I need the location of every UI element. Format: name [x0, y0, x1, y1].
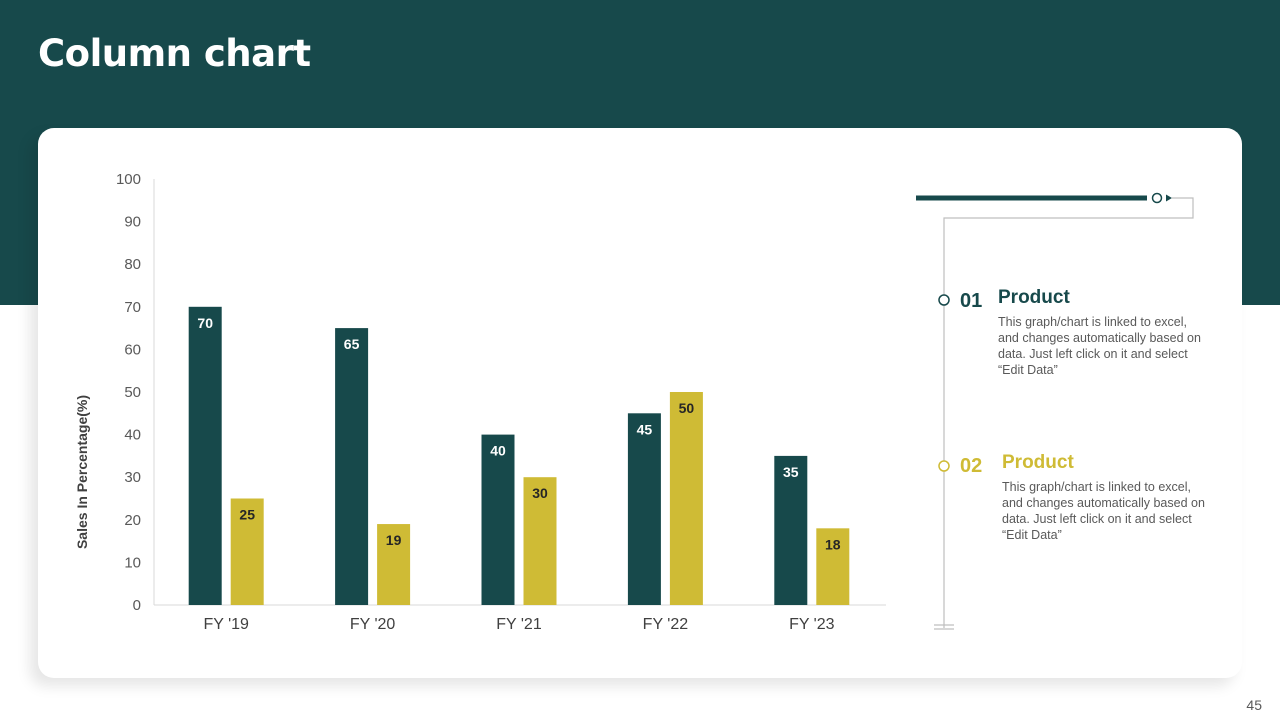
x-tick-label: FY '22 — [643, 616, 689, 633]
y-tick-label: 60 — [124, 341, 141, 358]
bar — [230, 498, 264, 605]
data-label: 70 — [197, 315, 213, 331]
data-label: 35 — [783, 464, 799, 480]
bar — [774, 455, 808, 605]
bar — [816, 528, 850, 605]
bar — [669, 392, 703, 605]
legend-number: 02 — [960, 455, 983, 477]
timeline-arrow-icon — [1166, 194, 1172, 202]
legend-number: 01 — [960, 290, 983, 312]
x-tick-label: FY '21 — [496, 616, 542, 633]
x-tick-label: FY '19 — [203, 616, 249, 633]
bar — [335, 328, 369, 605]
y-tick-label: 20 — [124, 512, 141, 529]
bar — [481, 434, 515, 605]
data-label: 18 — [825, 536, 841, 552]
x-tick-label: FY '23 — [789, 616, 835, 633]
legend-marker-1 — [938, 294, 950, 306]
y-tick-label: 0 — [133, 597, 141, 614]
legend-marker-2 — [938, 460, 950, 472]
y-tick-label: 100 — [116, 171, 141, 188]
data-label: 30 — [532, 485, 548, 501]
y-tick-label: 40 — [124, 427, 141, 444]
legend-heading: Product — [998, 287, 1070, 308]
data-label: 65 — [344, 336, 360, 352]
data-label: 19 — [386, 532, 402, 548]
legend-heading: Product — [1002, 452, 1074, 473]
timeline-connector — [943, 197, 1194, 628]
legend-description: This graph/chart is linked to excel, and… — [1002, 480, 1205, 542]
slide-title: Column chart — [38, 32, 311, 75]
bar — [377, 524, 411, 605]
data-label: 50 — [679, 400, 695, 416]
y-tick-label: 70 — [124, 299, 141, 316]
x-tick-label: FY '20 — [350, 616, 396, 633]
y-axis-label: Sales In Percentage(%) — [74, 395, 90, 549]
y-tick-label: 30 — [124, 469, 141, 486]
bar — [523, 477, 557, 605]
data-label: 45 — [637, 421, 653, 437]
page-number: 45 — [1246, 697, 1262, 713]
y-tick-label: 90 — [124, 214, 141, 231]
timeline-top-node — [1151, 192, 1163, 204]
bar — [627, 413, 661, 605]
data-label: 40 — [490, 443, 506, 459]
data-label: 25 — [239, 507, 255, 523]
y-tick-label: 10 — [124, 554, 141, 571]
legend-description: This graph/chart is linked to excel, and… — [998, 315, 1201, 377]
bar — [188, 306, 222, 605]
y-tick-label: 80 — [124, 256, 141, 273]
y-tick-label: 50 — [124, 384, 141, 401]
